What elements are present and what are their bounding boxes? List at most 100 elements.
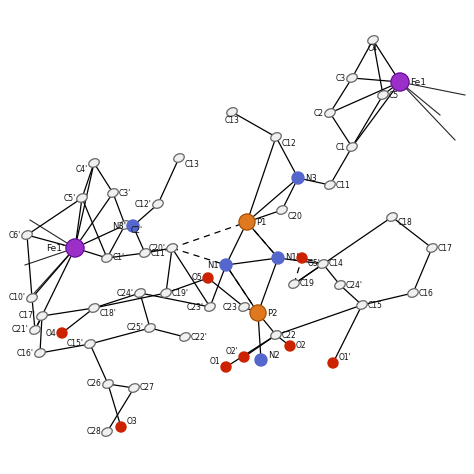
Ellipse shape [153, 200, 163, 208]
Text: C13: C13 [185, 159, 200, 168]
Text: P1: P1 [256, 218, 266, 227]
Ellipse shape [347, 143, 357, 151]
Ellipse shape [161, 289, 171, 297]
Circle shape [250, 305, 266, 321]
Text: C17: C17 [438, 244, 453, 253]
Text: O1: O1 [210, 357, 220, 366]
Ellipse shape [103, 380, 113, 388]
Text: C2: C2 [314, 109, 324, 118]
Circle shape [66, 239, 84, 257]
Ellipse shape [37, 312, 47, 320]
Ellipse shape [102, 254, 112, 262]
Text: C17': C17' [19, 311, 36, 320]
Text: C23': C23' [187, 302, 204, 311]
Text: C12': C12' [135, 200, 152, 209]
Ellipse shape [335, 281, 345, 289]
Ellipse shape [120, 221, 130, 229]
Ellipse shape [145, 324, 155, 332]
Ellipse shape [27, 294, 37, 302]
Text: C16: C16 [419, 289, 434, 298]
Ellipse shape [289, 280, 299, 288]
Text: C20': C20' [149, 244, 166, 253]
Text: C2': C2' [131, 226, 143, 235]
Ellipse shape [135, 289, 145, 297]
Ellipse shape [277, 206, 287, 214]
Text: O2: O2 [296, 341, 307, 350]
Circle shape [255, 354, 267, 366]
Text: C22': C22' [191, 332, 208, 341]
Circle shape [203, 273, 213, 283]
Ellipse shape [368, 36, 378, 44]
Circle shape [116, 422, 126, 432]
Text: N1: N1 [207, 261, 219, 270]
Text: N1': N1' [285, 254, 299, 263]
Text: C15: C15 [368, 301, 383, 310]
Ellipse shape [427, 244, 437, 252]
Text: C6': C6' [9, 230, 21, 239]
Text: P2: P2 [267, 309, 277, 318]
Ellipse shape [174, 154, 184, 162]
Ellipse shape [227, 108, 237, 116]
Ellipse shape [89, 159, 99, 167]
Text: N2: N2 [268, 350, 280, 359]
Ellipse shape [378, 91, 388, 100]
Text: C14: C14 [329, 259, 344, 268]
Text: C21': C21' [12, 326, 29, 335]
Ellipse shape [239, 303, 249, 311]
Ellipse shape [22, 231, 32, 239]
Text: O3: O3 [127, 418, 138, 427]
Text: Fe1': Fe1' [46, 244, 65, 253]
Text: C13: C13 [225, 116, 239, 125]
Text: Fe1: Fe1 [410, 78, 426, 86]
Ellipse shape [205, 303, 215, 311]
Circle shape [272, 252, 284, 264]
Text: C3: C3 [336, 73, 346, 82]
Ellipse shape [357, 301, 367, 310]
Text: C5: C5 [389, 91, 399, 100]
Circle shape [297, 253, 307, 263]
Text: N3: N3 [305, 173, 317, 182]
Text: N3': N3' [112, 221, 126, 230]
Text: C25': C25' [127, 323, 144, 332]
Text: C16': C16' [17, 348, 34, 357]
Text: C20: C20 [288, 211, 303, 220]
Ellipse shape [140, 249, 150, 257]
Text: C19': C19' [172, 289, 189, 298]
Text: C11': C11' [151, 248, 168, 257]
Ellipse shape [318, 260, 328, 268]
Text: C19: C19 [300, 280, 315, 289]
Text: C23: C23 [223, 302, 238, 311]
Circle shape [292, 172, 304, 184]
Circle shape [328, 358, 338, 368]
Ellipse shape [408, 289, 418, 297]
Text: C4': C4' [76, 164, 88, 173]
Text: C5': C5' [64, 193, 76, 202]
Ellipse shape [129, 383, 139, 392]
Text: C12: C12 [282, 138, 297, 147]
Circle shape [285, 341, 295, 351]
Circle shape [57, 328, 67, 338]
Ellipse shape [387, 213, 397, 221]
Text: O5': O5' [308, 258, 321, 267]
Text: C27: C27 [140, 383, 155, 392]
Text: O5: O5 [191, 273, 202, 283]
Text: O2': O2' [225, 347, 238, 356]
Ellipse shape [108, 189, 118, 197]
Text: C26: C26 [87, 380, 102, 389]
Circle shape [391, 73, 409, 91]
Circle shape [221, 362, 231, 372]
Text: C18': C18' [100, 309, 117, 318]
Text: C1': C1' [113, 254, 125, 263]
Circle shape [239, 214, 255, 230]
Ellipse shape [35, 349, 45, 357]
Ellipse shape [271, 133, 281, 141]
Circle shape [239, 352, 249, 362]
Text: C4: C4 [368, 44, 378, 53]
Circle shape [220, 259, 232, 271]
Text: O4: O4 [45, 328, 56, 337]
Ellipse shape [30, 326, 40, 334]
Ellipse shape [325, 181, 335, 189]
Text: C11: C11 [336, 181, 351, 190]
Text: C1: C1 [336, 143, 346, 152]
Text: C22: C22 [282, 330, 297, 339]
